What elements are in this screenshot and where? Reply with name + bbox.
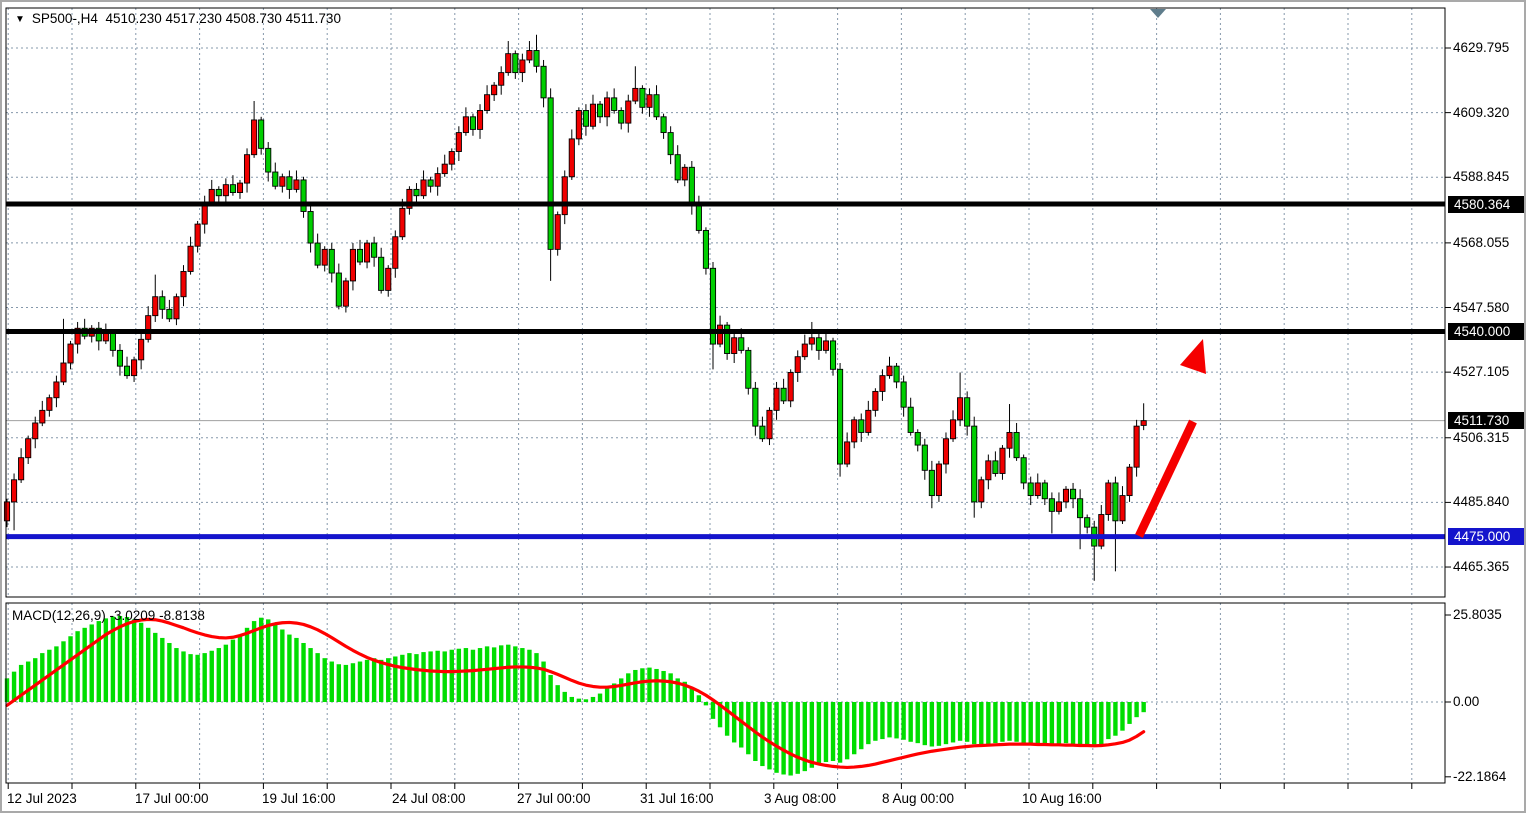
time-axis-label: 24 Jul 08:00 — [392, 791, 466, 806]
macd-axis-label: 0.00 — [1453, 694, 1480, 709]
macd-indicator-label: MACD(12,26,9) -3.0209 -8.8138 — [12, 608, 205, 623]
trend-arrow[interactable] — [1135, 339, 1206, 538]
price-axis-label: 4588.845 — [1453, 169, 1510, 185]
chart-shift-marker-icon[interactable] — [1150, 9, 1166, 18]
time-axis-label: 12 Jul 2023 — [7, 791, 77, 806]
macd-signal-line — [5, 617, 1146, 770]
time-axis-label: 27 Jul 00:00 — [517, 791, 591, 806]
candlestick-series — [3, 34, 1147, 581]
grid-lines — [6, 8, 1445, 783]
macd-axis-label: -22.1864 — [1453, 768, 1507, 784]
main-pane-border — [5, 7, 1446, 598]
price-axis-label: 4485.840 — [1453, 494, 1510, 510]
time-axis-label: 8 Aug 00:00 — [882, 791, 955, 806]
price-level-badge: 4540.000 — [1448, 322, 1524, 340]
price-axis-label: 4547.580 — [1453, 299, 1510, 315]
time-axis-label: 10 Aug 16:00 — [1022, 791, 1102, 806]
ohlc-values: 4510.230 4517.230 4508.730 4511.730 — [105, 11, 341, 26]
macd-axis-label: 25.8035 — [1453, 606, 1502, 622]
price-axis-label: 4527.105 — [1453, 364, 1510, 380]
price-level-badge: 4475.000 — [1448, 528, 1524, 546]
time-axis-label: 17 Jul 00:00 — [135, 791, 209, 806]
price-axis-label: 4568.055 — [1453, 234, 1510, 250]
symbol-dropdown-icon[interactable]: ▼ — [15, 14, 25, 25]
time-axis-label: 19 Jul 16:00 — [262, 791, 336, 806]
axis-ticks — [7, 47, 1451, 789]
symbol-timeframe-label: SP500-,H4 — [31, 11, 98, 26]
price-level-badge: 4511.730 — [1448, 412, 1524, 430]
macd-pane-border — [5, 602, 1446, 784]
macd-histogram — [4, 616, 1146, 776]
chart-title: ▼ SP500-,H4 4510.230 4517.230 4508.730 45… — [15, 11, 341, 26]
price-axis-label: 4629.795 — [1453, 40, 1510, 55]
time-axis-label: 31 Jul 16:00 — [640, 791, 714, 806]
price-level-badge: 4580.364 — [1448, 195, 1524, 213]
price-axis-label: 4609.320 — [1453, 104, 1510, 120]
price-axis-label: 4465.365 — [1453, 559, 1510, 575]
price-axis-label: 4506.315 — [1453, 429, 1510, 445]
time-axis-label: 3 Aug 08:00 — [764, 791, 837, 806]
